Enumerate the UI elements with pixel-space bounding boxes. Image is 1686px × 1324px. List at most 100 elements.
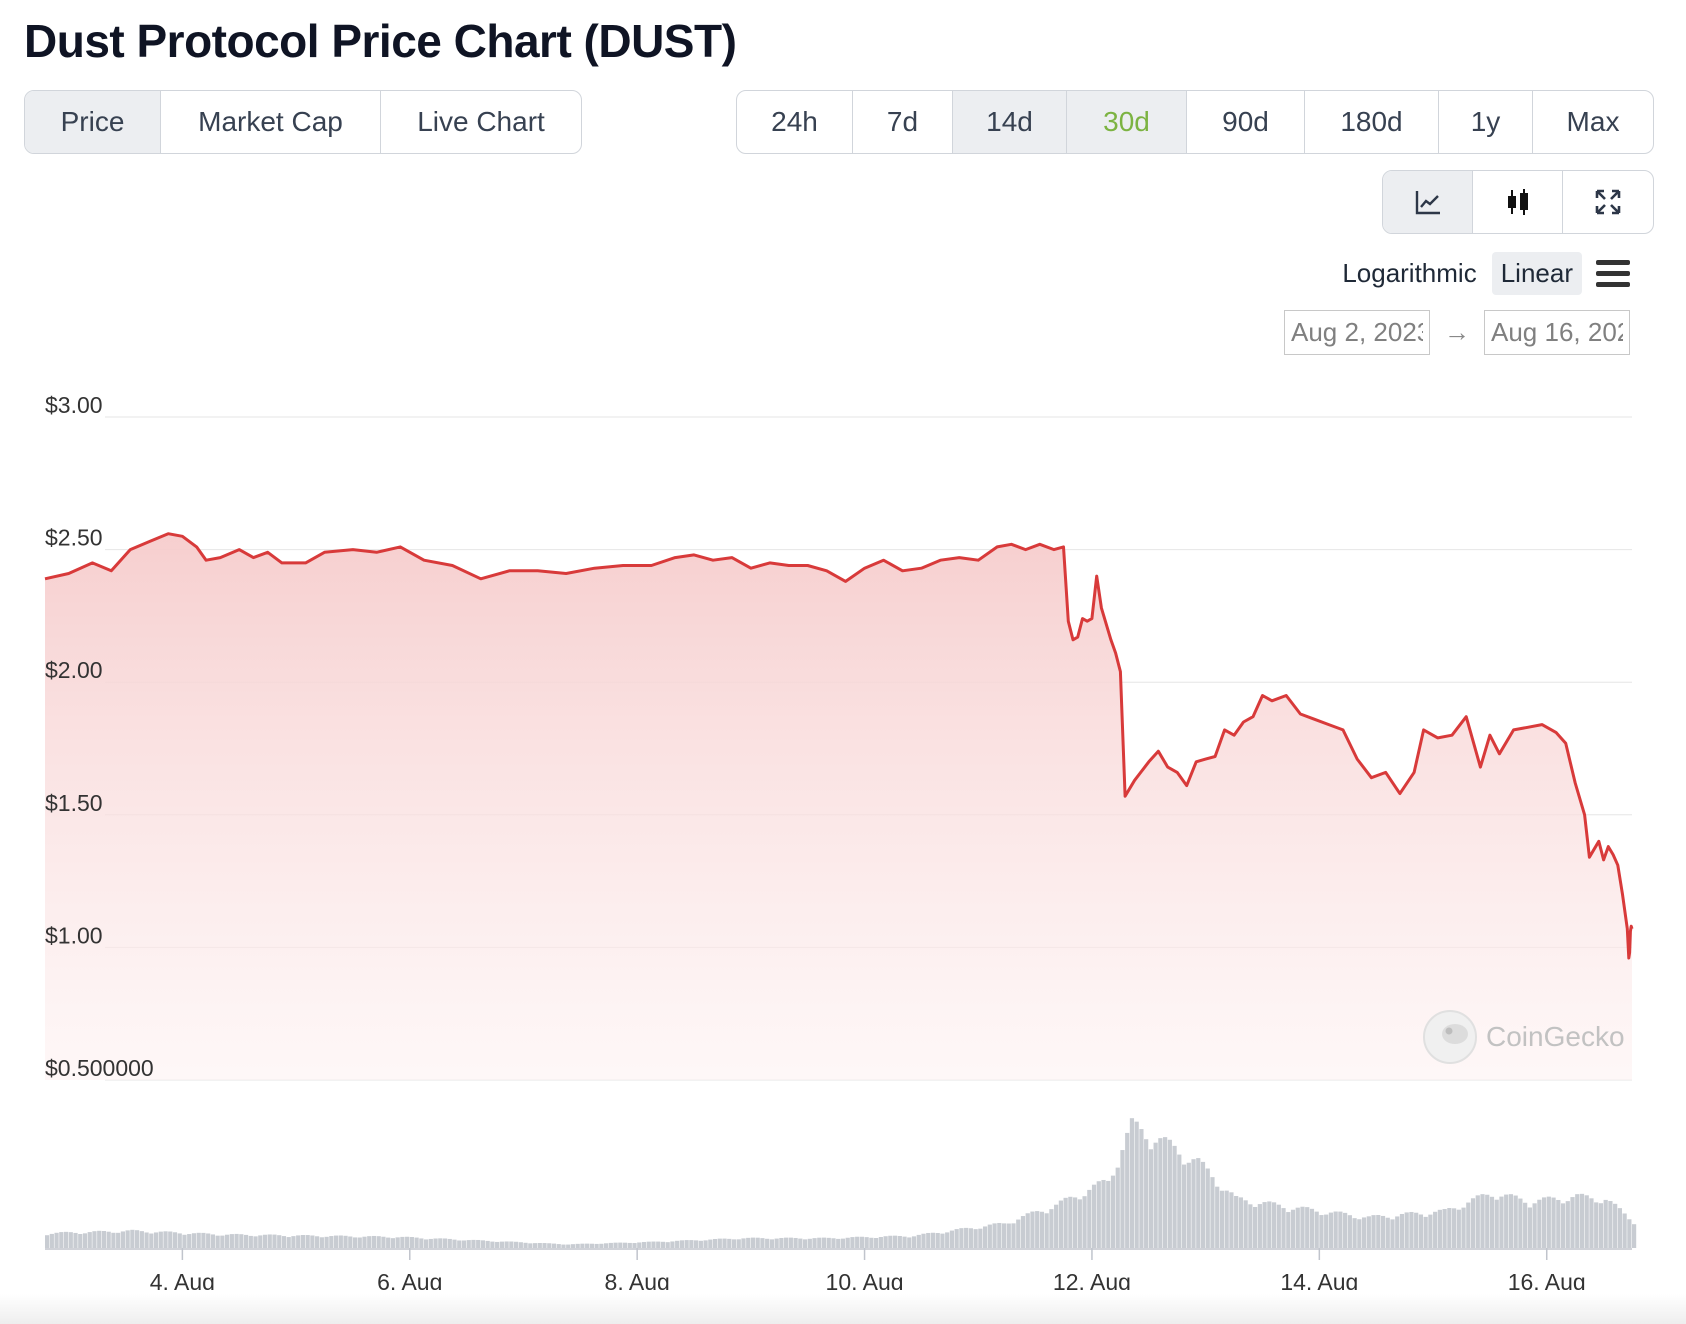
volume-bar xyxy=(1267,1201,1272,1248)
volume-bar xyxy=(1276,1204,1281,1248)
volume-bar xyxy=(1072,1197,1078,1248)
volume-bar xyxy=(698,1240,703,1248)
volume-bar xyxy=(324,1236,329,1248)
linear-option[interactable]: Linear xyxy=(1491,252,1582,295)
volume-bar xyxy=(637,1242,642,1248)
price-line xyxy=(44,532,1634,960)
tab-live-chart[interactable]: Live Chart xyxy=(417,106,545,137)
volume-bar xyxy=(225,1234,230,1248)
volume-bar xyxy=(575,1243,580,1248)
volume-bar xyxy=(542,1243,547,1248)
range-90d-button[interactable]: 90d xyxy=(1187,91,1305,153)
volume-bar xyxy=(1494,1199,1499,1248)
volume-bar xyxy=(1333,1211,1338,1248)
volume-bar xyxy=(1541,1197,1547,1248)
volume-bar xyxy=(423,1239,429,1248)
price-chart[interactable]: 4. Aug 6. Aug 8. Aug 10. Aug 12. Aug 14. Aug 1… xyxy=(0,380,1686,1290)
range-1y-button[interactable]: 1y xyxy=(1439,91,1533,153)
range-7d-button[interactable]: 7d xyxy=(853,91,953,153)
x-tick-label: 4. Aug xyxy=(150,1269,215,1290)
range-max-button[interactable]: Max xyxy=(1566,106,1620,137)
candlestick-button[interactable] xyxy=(1473,171,1563,233)
volume-bar xyxy=(1343,1212,1348,1248)
volume-bar xyxy=(239,1234,244,1248)
volume-bar xyxy=(1262,1202,1267,1248)
hamburger-menu-icon[interactable] xyxy=(1596,260,1630,287)
volume-bar xyxy=(1253,1206,1258,1248)
volume-bar xyxy=(907,1237,912,1248)
volume-bar xyxy=(305,1235,310,1248)
volume-bar xyxy=(802,1239,808,1248)
volume-bar xyxy=(945,1232,950,1248)
volume-bar xyxy=(869,1237,874,1248)
date-from-input[interactable] xyxy=(1284,310,1430,355)
volume-bar xyxy=(153,1232,159,1248)
volume-bar xyxy=(229,1234,234,1248)
volume-bar xyxy=(116,1232,121,1248)
range-30d-button[interactable]: 30d xyxy=(1067,91,1187,153)
volume-bar xyxy=(120,1231,125,1248)
volume-bar xyxy=(343,1235,348,1248)
volume-bar xyxy=(243,1234,249,1248)
candlestick-icon xyxy=(1507,189,1528,215)
volume-bar xyxy=(850,1237,855,1248)
range-14d-button[interactable]: 14d xyxy=(953,91,1067,153)
volume-bar xyxy=(1489,1196,1495,1248)
volume-bar xyxy=(433,1238,438,1248)
volume-bar xyxy=(1622,1213,1627,1248)
volume-bar xyxy=(864,1237,869,1248)
volume-bar xyxy=(1423,1216,1428,1248)
volume-bar xyxy=(892,1235,898,1248)
volume-bar xyxy=(63,1231,69,1248)
tab-price[interactable]: Price xyxy=(25,91,161,153)
volume-bar xyxy=(59,1232,64,1248)
volume-bar xyxy=(1579,1193,1585,1248)
volume-bar xyxy=(622,1242,628,1248)
volume-bar xyxy=(414,1237,419,1248)
volume-bar xyxy=(419,1238,424,1248)
volume-bar xyxy=(1309,1208,1315,1248)
volume-bar xyxy=(632,1243,637,1248)
volume-bar xyxy=(1437,1209,1442,1248)
line-chart-button[interactable] xyxy=(1383,171,1473,233)
volume-bar xyxy=(234,1233,239,1248)
arrow-right-icon: → xyxy=(1444,317,1470,347)
volume-bar xyxy=(447,1238,452,1248)
line-chart-icon xyxy=(1415,191,1440,215)
fullscreen-button[interactable] xyxy=(1563,171,1653,233)
volume-bar xyxy=(670,1241,675,1248)
volume-bar xyxy=(902,1236,907,1248)
volume-bar xyxy=(381,1236,386,1248)
volume-bar xyxy=(1328,1212,1334,1248)
volume-bar xyxy=(267,1234,272,1248)
x-tick-label: 8. Aug xyxy=(605,1269,670,1290)
range-24h-button[interactable]: 24h xyxy=(737,91,853,153)
volume-bar xyxy=(97,1230,102,1248)
volume-bar xyxy=(220,1235,225,1248)
logarithmic-option[interactable]: Logarithmic xyxy=(1342,258,1477,288)
volume-bar xyxy=(1011,1223,1016,1248)
volume-bar xyxy=(135,1230,140,1248)
volume-bar xyxy=(997,1222,1002,1248)
volume-bar xyxy=(1456,1209,1461,1248)
volume-bar xyxy=(1030,1211,1035,1248)
volume-bar xyxy=(376,1236,381,1248)
volume-bar xyxy=(836,1238,841,1248)
volume-bar xyxy=(1044,1213,1049,1248)
volume-bar xyxy=(490,1241,495,1248)
volume-bar xyxy=(182,1234,187,1248)
volume-bar xyxy=(1565,1201,1570,1248)
date-to-input[interactable] xyxy=(1484,310,1630,355)
volume-bar xyxy=(1181,1164,1187,1248)
volume-bar xyxy=(1167,1139,1172,1248)
volume-bar xyxy=(149,1233,154,1248)
volume-bar xyxy=(1243,1200,1248,1248)
time-range-selector: 24h 7d 14d 30d 90d 180d 1y Max xyxy=(736,90,1654,154)
volume-bar xyxy=(1466,1202,1471,1248)
volume-bar xyxy=(954,1229,959,1248)
range-180d-button[interactable]: 180d xyxy=(1305,91,1439,153)
tab-market-cap[interactable]: Market Cap xyxy=(161,91,381,153)
volume-bar xyxy=(461,1240,467,1248)
volume-bar xyxy=(253,1236,258,1248)
volume-bar xyxy=(1120,1150,1125,1248)
